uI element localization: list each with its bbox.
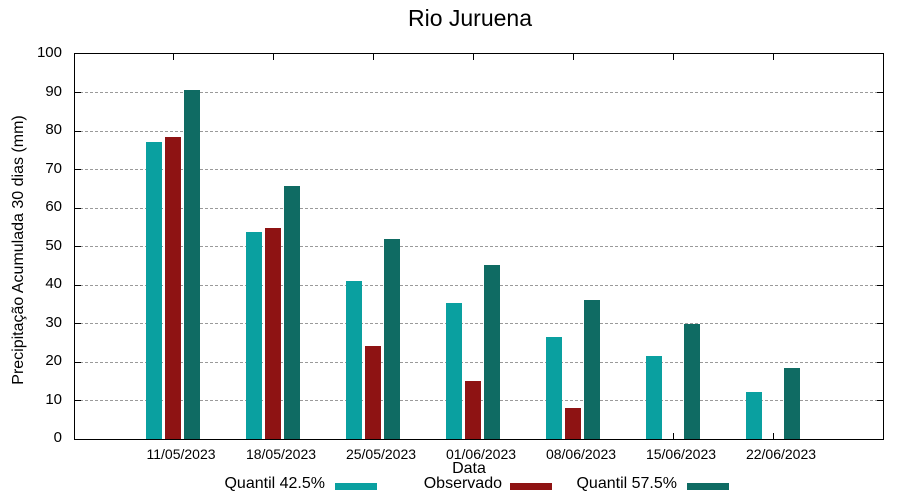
y-axis-tick: [75, 361, 81, 363]
y-tick-label: 100: [36, 44, 62, 61]
x-axis-tick: [772, 54, 774, 60]
y-axis-tick: [75, 246, 81, 247]
bar-observado: [565, 408, 581, 439]
gridline: [75, 207, 883, 209]
x-tick-label: 11/05/2023: [146, 446, 216, 462]
bar-quantil-42-5-: [646, 356, 662, 439]
chart-title: Rio Juruena: [407, 5, 533, 31]
gridline: [75, 323, 883, 324]
bar-quantil-57-5-: [184, 90, 200, 439]
y-tick-label: 40: [45, 275, 62, 292]
legend-swatch-quantil-42-5: [335, 483, 377, 490]
bar-observado: [265, 228, 281, 439]
legend-label-quantil-57-5: Quantil 57.5%: [576, 475, 677, 492]
bar-quantil-57-5-: [384, 239, 400, 439]
gridline: [75, 361, 883, 363]
bar-quantil-57-5-: [684, 324, 700, 439]
gridline: [75, 169, 883, 170]
gridline: [75, 92, 883, 93]
bar-quantil-57-5-: [784, 368, 800, 439]
y-tick-label: 70: [45, 159, 62, 177]
bar-quantil-42-5-: [146, 142, 162, 439]
y-axis-tick: [877, 207, 883, 209]
y-axis-tick: [75, 92, 81, 93]
gridline: [75, 246, 883, 247]
gridline: [75, 130, 883, 132]
y-axis-tick: [877, 361, 883, 363]
x-axis-tick: [672, 433, 674, 439]
y-axis-tick: [877, 400, 883, 401]
y-axis-tick: [75, 130, 81, 132]
x-tick-label: 22/06/2023: [745, 446, 817, 462]
y-axis-tick: [877, 284, 883, 286]
bar-observado: [165, 137, 181, 439]
bar-quantil-57-5-: [584, 300, 600, 439]
y-tick-label: 80: [45, 121, 62, 138]
x-tick-label: 18/05/2023: [245, 446, 317, 462]
legend-swatch-quantil-57-5: [687, 483, 729, 490]
x-tick-label: 15/06/2023: [645, 446, 717, 462]
y-axis-tick: [75, 169, 81, 170]
y-axis-tick: [75, 284, 81, 286]
y-tick-label: 0: [53, 429, 62, 446]
legend-label-observado: Observado: [423, 475, 502, 492]
y-axis-tick: [75, 400, 81, 401]
x-tick-label: 01/06/2023: [445, 446, 517, 462]
x-axis-tick: [672, 54, 674, 60]
y-axis-tick: [877, 323, 883, 324]
bar-quantil-42-5-: [346, 281, 362, 439]
bar-quantil-57-5-: [484, 265, 500, 439]
x-axis-tick: [272, 54, 274, 60]
bar-quantil-42-5-: [446, 303, 462, 439]
y-tick-label: 20: [45, 352, 62, 369]
y-axis-tick: [75, 323, 81, 324]
bar-quantil-42-5-: [746, 392, 762, 439]
x-tick-label: 25/05/2023: [345, 446, 417, 462]
x-axis-tick: [472, 54, 474, 60]
y-tick-label: 30: [45, 313, 62, 331]
bar-quantil-42-5-: [246, 232, 262, 439]
x-axis-tick: [372, 54, 374, 60]
y-tick-label: 50: [45, 236, 62, 254]
y-tick-label: 90: [45, 82, 62, 100]
bar-observado: [365, 346, 381, 439]
legend-label-quantil-42-5: Quantil 42.5%: [224, 475, 325, 492]
y-axis-tick: [877, 130, 883, 132]
gridline: [75, 284, 883, 286]
y-axis-label: Precipitação Acumulada 30 dias (mm): [10, 115, 27, 385]
y-axis-tick: [877, 246, 883, 247]
x-tick-label: 08/06/2023: [545, 446, 617, 462]
y-tick-label: 10: [45, 390, 62, 408]
x-axis-tick: [572, 54, 574, 60]
legend-swatch-observado: [510, 483, 552, 490]
bar-quantil-57-5-: [284, 186, 300, 439]
y-axis-tick: [75, 207, 81, 209]
plot-area: [74, 53, 884, 440]
y-axis-tick: [877, 169, 883, 170]
x-axis-tick: [172, 54, 174, 60]
x-axis-tick: [772, 433, 774, 439]
bar-quantil-42-5-: [546, 337, 562, 439]
x-axis-label: Data: [452, 460, 486, 477]
bar-observado: [465, 381, 481, 439]
y-axis-tick: [877, 92, 883, 93]
y-tick-label: 60: [45, 198, 62, 215]
